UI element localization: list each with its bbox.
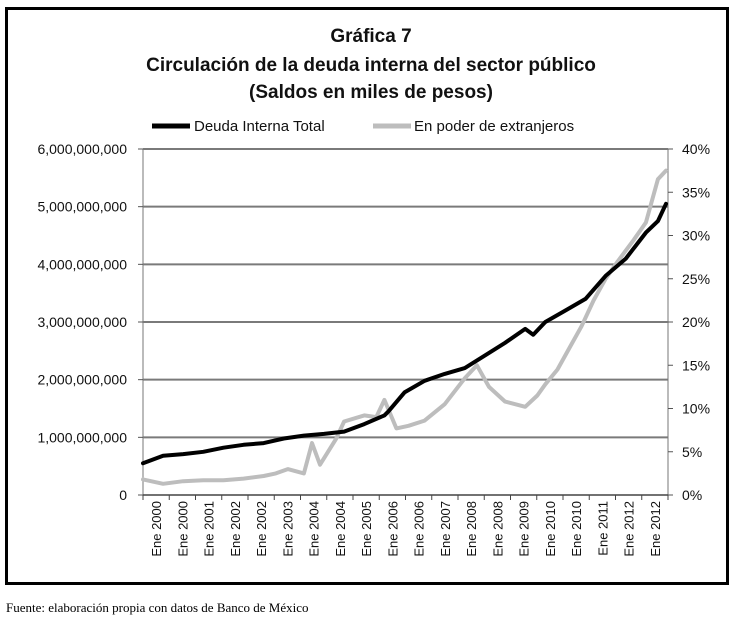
y-right-tick-label: 0% <box>682 487 702 503</box>
chart-subtitle: Circulación de la deuda interna del sect… <box>146 55 596 76</box>
series-line-extranjeros <box>141 168 668 486</box>
x-tick-label: Ene 2005 <box>359 501 374 557</box>
x-tick-label: Ene 2009 <box>517 501 532 557</box>
x-tick-label: Ene 2004 <box>333 501 348 557</box>
x-tick-label: Ene 2001 <box>202 501 217 557</box>
x-tick-label: Ene 2000 <box>175 501 190 557</box>
x-tick-label: Ene 2002 <box>254 501 269 557</box>
y-right-tick-label: 25% <box>682 271 710 287</box>
y-left-tick-label: 3,000,000,000 <box>37 314 127 330</box>
x-tick-label: Ene 2002 <box>228 501 243 557</box>
y-right-tick-label: 20% <box>682 314 710 330</box>
x-tick-label: Ene 2008 <box>490 501 505 557</box>
x-tick-label: Ene 2012 <box>622 501 637 557</box>
chart-title: Gráfica 7 <box>330 26 412 47</box>
x-tick-label: Ene 2004 <box>307 501 322 557</box>
x-tick-label: Ene 2011 <box>595 501 610 556</box>
source-note: Fuente: elaboración propia con datos de … <box>6 600 309 615</box>
y-right-tick-label: 40% <box>682 141 710 157</box>
y-right-tick-label: 30% <box>682 228 710 244</box>
x-tick-label: Ene 2010 <box>543 501 558 557</box>
y-left-tick-label: 5,000,000,000 <box>37 199 127 215</box>
y-right-tick-label: 15% <box>682 357 710 373</box>
x-tick-label: Ene 2006 <box>412 501 427 557</box>
y-right-tick-label: 35% <box>682 184 710 200</box>
legend-label-deuda-total: Deuda Interna Total <box>194 118 325 135</box>
x-tick-label: Ene 2010 <box>569 501 584 557</box>
chart-subtitle-units: (Saldos en miles de pesos) <box>249 82 493 103</box>
legend-label-extranjeros: En poder de extranjeros <box>414 118 574 135</box>
y-left-tick-label: 2,000,000,000 <box>37 372 127 388</box>
x-tick-label: Ene 2008 <box>464 501 479 557</box>
x-tick-label: Ene 2006 <box>385 501 400 557</box>
y-left-tick-label: 1,000,000,000 <box>37 429 127 445</box>
x-tick-label: Ene 2012 <box>648 501 663 557</box>
series-line-deuda-total <box>141 201 668 466</box>
x-tick-label: Ene 2003 <box>280 501 295 557</box>
y-right-tick-label: 5% <box>682 444 702 460</box>
y-left-tick-label: 0 <box>119 487 127 503</box>
x-tick-label: Ene 2007 <box>438 501 453 557</box>
y-left-tick-label: 6,000,000,000 <box>37 141 127 157</box>
y-left-tick-label: 4,000,000,000 <box>37 256 127 272</box>
x-tick-label: Ene 2000 <box>149 501 164 557</box>
y-right-tick-label: 10% <box>682 401 710 417</box>
